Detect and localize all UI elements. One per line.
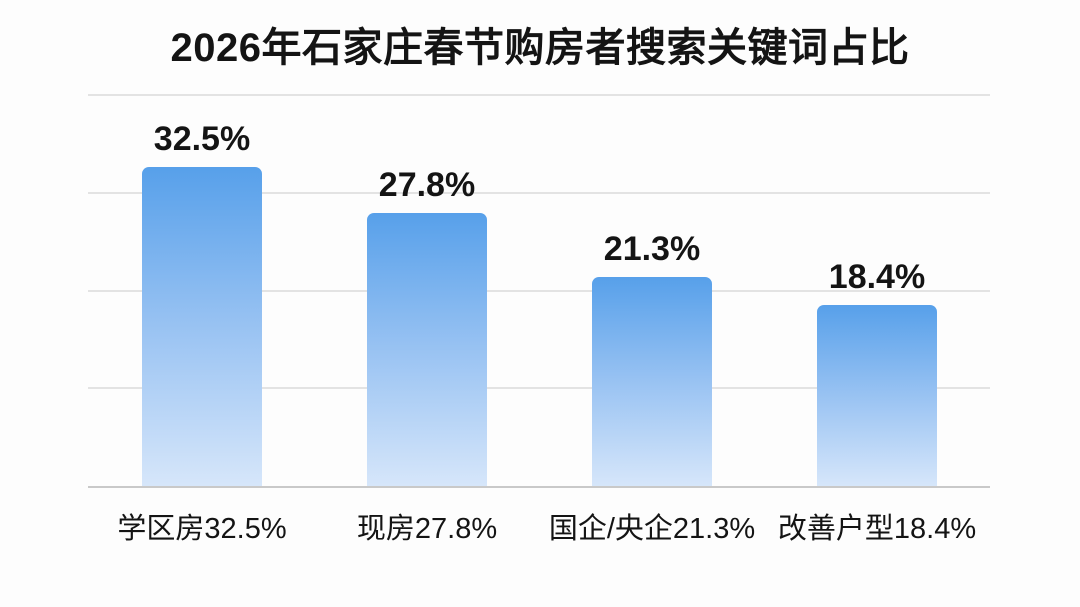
value-label: 18.4% [828,258,926,297]
bar [817,305,937,486]
chart-title: 2026年石家庄春节购房者搜索关键词占比 [170,26,910,70]
category-label: 国企/央企21.3% [548,513,756,545]
grid-line [88,289,990,292]
bar [142,166,262,486]
value-label: 21.3% [603,229,701,268]
category-label: 学区房32.5% [117,513,287,545]
grid-line [88,387,990,390]
grid-line [88,94,990,96]
plot-area: 32.5% 学区房32.5% 27.8% 现房27.8% 21.3% 国企/央企21.3%… [88,94,990,545]
bar [367,212,487,486]
value-label: 32.5% [153,119,251,158]
category-label: 改善户型18.4% [777,513,977,545]
bar [592,276,712,486]
category-label: 现房27.8% [356,513,498,545]
value-label: 27.8% [378,165,476,204]
grid-line [88,191,990,194]
